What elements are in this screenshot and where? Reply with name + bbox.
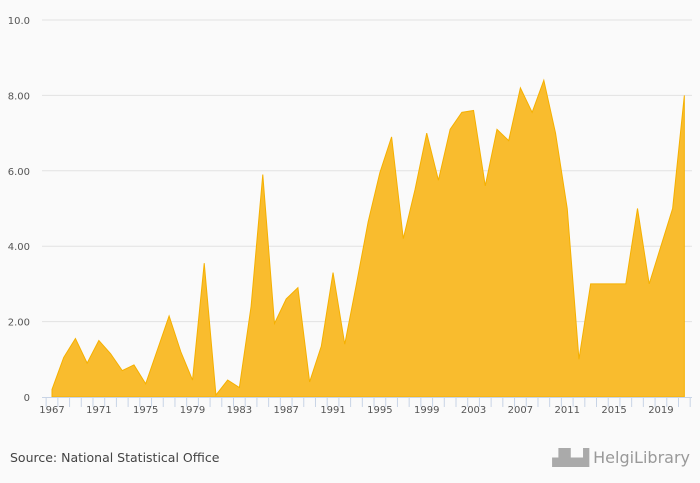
x-tick-label: 1987 [273,405,298,416]
logo-icon: ▟▙▟ [552,448,590,467]
logo-text: HelgiLibrary [593,448,690,467]
x-tick-label: 2007 [508,405,533,416]
helgi-library-logo[interactable]: ▟▙▟ HelgiLibrary [552,448,690,467]
y-tick-label: 0 [24,393,30,404]
source-note: Source: National Statistical Office [10,450,220,465]
x-tick-label: 1967 [39,405,64,416]
x-tick-label: 2019 [648,405,673,416]
x-tick-label: 1975 [133,405,158,416]
x-tick-label: 1979 [180,405,205,416]
area-series [51,78,685,398]
x-tick-label: 1983 [227,405,252,416]
x-tick-label: 1995 [367,405,392,416]
y-tick-label: 8.00 [8,91,30,102]
x-tick-label: 1991 [320,405,345,416]
y-tick-label: 4.00 [8,242,30,253]
x-tick-label: 2011 [555,405,580,416]
x-tick-label: 1971 [86,405,111,416]
x-tick-label: 2003 [461,405,486,416]
x-tick-label: 2015 [601,405,626,416]
y-tick-label: 6.00 [8,167,30,178]
area-chart: 0 2.00 4.00 6.00 8.00 10.0 1967 1971 1975 1979 198… [8,16,692,416]
y-tick-label: 2.00 [8,318,30,329]
y-tick-label: 10.0 [8,16,30,27]
x-tick-label: 1999 [414,405,439,416]
